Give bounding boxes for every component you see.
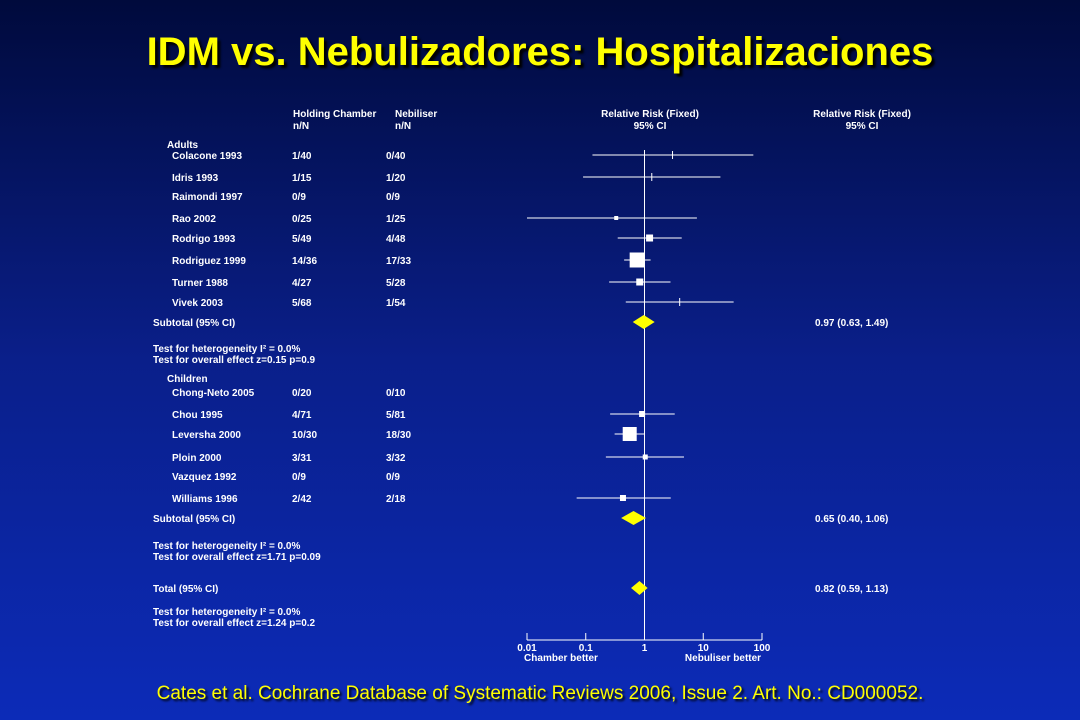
total-value: 0.82 (0.59, 1.13) <box>815 584 888 595</box>
study-nebuliser-events: 0/10 <box>386 388 406 399</box>
x-tick-label: 10 <box>698 643 710 654</box>
study-name: Vivek 2003 <box>172 298 223 309</box>
point-estimate <box>619 495 626 501</box>
point-estimate <box>622 427 637 441</box>
header-effect-title: Relative Risk (Fixed) <box>813 109 911 120</box>
study-chamber-events: 1/15 <box>292 173 312 184</box>
x-tick-label: 0.01 <box>517 643 537 654</box>
study-nebuliser-events: 1/25 <box>386 214 406 225</box>
header-plot-ci: 95% CI <box>634 121 667 132</box>
study-nebuliser-events: 0/40 <box>386 151 406 162</box>
study-nebuliser-events: 3/32 <box>386 453 406 464</box>
study-chamber-events: 0/9 <box>292 472 306 483</box>
section-label: Adults <box>167 140 199 151</box>
study-nebuliser-events: 0/9 <box>386 192 400 203</box>
study-chamber-events: 14/36 <box>292 256 317 267</box>
point-estimate <box>614 216 619 220</box>
x-tick-label: 1 <box>642 643 648 654</box>
study-name: Idris 1993 <box>172 173 219 184</box>
point-estimate <box>646 234 654 242</box>
subtotal-value: 0.65 (0.40, 1.06) <box>815 514 888 525</box>
x-tick-label: 0.1 <box>579 643 593 654</box>
point-estimate <box>636 278 644 286</box>
citation: Cates et al. Cochrane Database of System… <box>156 683 924 704</box>
study-chamber-events: 0/25 <box>292 214 312 225</box>
study-name: Vazquez 1992 <box>172 472 237 483</box>
section-label: Children <box>167 374 208 385</box>
study-chamber-events: 0/9 <box>292 192 306 203</box>
header-group1-title: Holding Chamber <box>293 109 376 120</box>
header-effect-ci: 95% CI <box>846 121 879 132</box>
point-estimate <box>642 454 648 460</box>
x-label-left: Chamber better <box>524 653 598 664</box>
subtotal-label: Subtotal (95% CI) <box>153 514 235 525</box>
study-nebuliser-events: 17/33 <box>386 256 411 267</box>
subtotal-label: Subtotal (95% CI) <box>153 318 235 329</box>
study-nebuliser-events: 18/30 <box>386 430 411 441</box>
study-name: Chong-Neto 2005 <box>172 388 255 399</box>
study-chamber-events: 1/40 <box>292 151 312 162</box>
total-label: Total (95% CI) <box>153 584 218 595</box>
test-statistic: Test for overall effect z=0.15 p=0.9 <box>153 355 316 366</box>
test-statistic: Test for overall effect z=1.24 p=0.2 <box>153 618 316 629</box>
subtotal <box>632 315 655 329</box>
study-name: Turner 1988 <box>172 278 228 289</box>
study-chamber-events: 4/71 <box>292 410 312 421</box>
study-name: Chou 1995 <box>172 410 223 421</box>
study-name: Williams 1996 <box>172 494 238 505</box>
study-name: Colacone 1993 <box>172 151 242 162</box>
x-tick-label: 100 <box>754 643 771 654</box>
study-name: Ploin 2000 <box>172 453 222 464</box>
study-chamber-events: 5/49 <box>292 234 312 245</box>
slide-title: IDM vs. Nebulizadores: Hospitalizaciones <box>146 30 934 74</box>
study-chamber-events: 5/68 <box>292 298 312 309</box>
study-name: Rodrigo 1993 <box>172 234 236 245</box>
study-chamber-events: 10/30 <box>292 430 317 441</box>
study-nebuliser-events: 1/20 <box>386 173 406 184</box>
point-estimate <box>629 252 645 268</box>
study-nebuliser-events: 2/18 <box>386 494 406 505</box>
study-chamber-events: 4/27 <box>292 278 312 289</box>
study-name: Rodriguez 1999 <box>172 256 246 267</box>
study-nebuliser-events: 4/48 <box>386 234 406 245</box>
test-statistic: Test for overall effect z=1.71 p=0.09 <box>153 552 321 563</box>
study-nebuliser-events: 0/9 <box>386 472 400 483</box>
study-chamber-events: 0/20 <box>292 388 312 399</box>
study-chamber-events: 2/42 <box>292 494 312 505</box>
study-chamber-events: 3/31 <box>292 453 312 464</box>
header-plot-title: Relative Risk (Fixed) <box>601 109 699 120</box>
study-name: Raimondi 1997 <box>172 192 243 203</box>
study-name: Rao 2002 <box>172 214 216 225</box>
study-nebuliser-events: 1/54 <box>386 298 406 309</box>
total <box>631 581 648 595</box>
test-statistic: Test for heterogeneity I² = 0.0% <box>153 607 300 618</box>
test-statistic: Test for heterogeneity I² = 0.0% <box>153 344 300 355</box>
header-group2-title: Nebiliser <box>395 109 437 120</box>
point-estimate <box>639 411 646 417</box>
study-nebuliser-events: 5/81 <box>386 410 406 421</box>
subtotal <box>621 511 646 525</box>
subtotal-value: 0.97 (0.63, 1.49) <box>815 318 888 329</box>
x-label-right: Nebuliser better <box>685 653 761 664</box>
study-nebuliser-events: 5/28 <box>386 278 406 289</box>
header-group2-unit: n/N <box>395 121 411 132</box>
header-group1-unit: n/N <box>293 121 309 132</box>
study-name: Leversha 2000 <box>172 430 241 441</box>
test-statistic: Test for heterogeneity I² = 0.0% <box>153 541 300 552</box>
